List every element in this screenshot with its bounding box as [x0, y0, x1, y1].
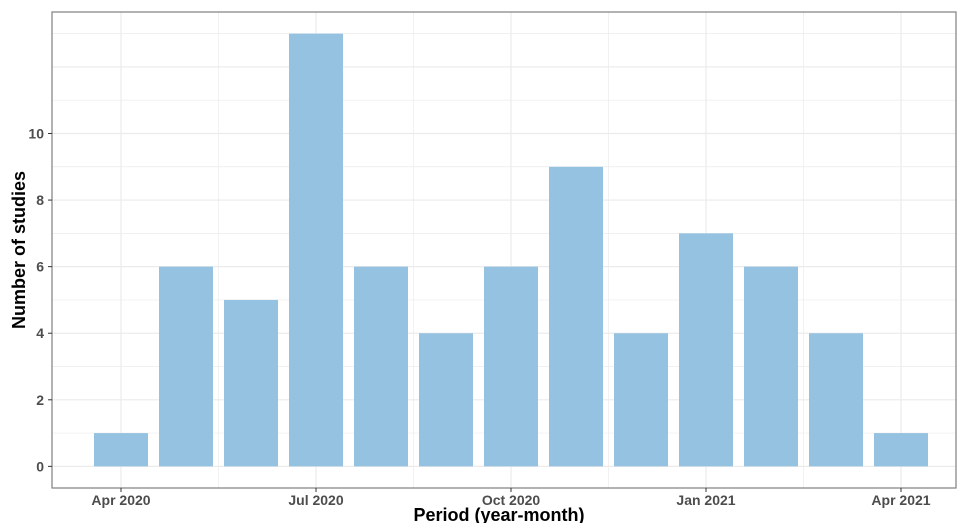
bar-2020-11	[549, 166, 603, 467]
bar-2021-04	[874, 433, 928, 467]
bar-2020-04	[94, 433, 148, 467]
bars	[94, 33, 928, 467]
y-tick-label: 8	[36, 192, 44, 208]
y-tick-label: 6	[36, 259, 44, 275]
bar-2020-05	[159, 266, 213, 467]
bar-2020-08	[354, 266, 408, 467]
y-tick-label: 4	[36, 325, 44, 341]
y-tick-label: 2	[36, 392, 44, 408]
x-tick-label: Apr 2020	[91, 492, 150, 508]
bar-2020-10	[484, 266, 538, 467]
panel-border	[51, 11, 957, 489]
bar-2021-01	[679, 233, 733, 467]
x-tick-label: Jan 2021	[676, 492, 735, 508]
bar-2020-09	[419, 333, 473, 467]
y-tick-label: 0	[36, 458, 44, 474]
x-axis-ticks: Apr 2020 Jul 2020 Oct 2020 Jan 2021 Apr 2021	[91, 488, 931, 508]
bar-2021-02	[744, 266, 798, 467]
y-tick-label: 10	[28, 125, 44, 141]
bar-2020-12	[614, 333, 668, 467]
bar-2021-03	[809, 333, 863, 467]
y-axis-title: Number of studies	[9, 171, 29, 329]
bar-2020-06	[224, 299, 278, 467]
x-tick-label: Jul 2020	[288, 492, 343, 508]
y-axis-ticks: 0 2 4 6 8 10	[28, 125, 52, 474]
x-axis-title: Period (year-month)	[413, 505, 584, 523]
x-tick-label: Oct 2020	[482, 492, 541, 508]
x-tick-label: Apr 2021	[871, 492, 930, 508]
bar-2020-07	[289, 33, 343, 467]
